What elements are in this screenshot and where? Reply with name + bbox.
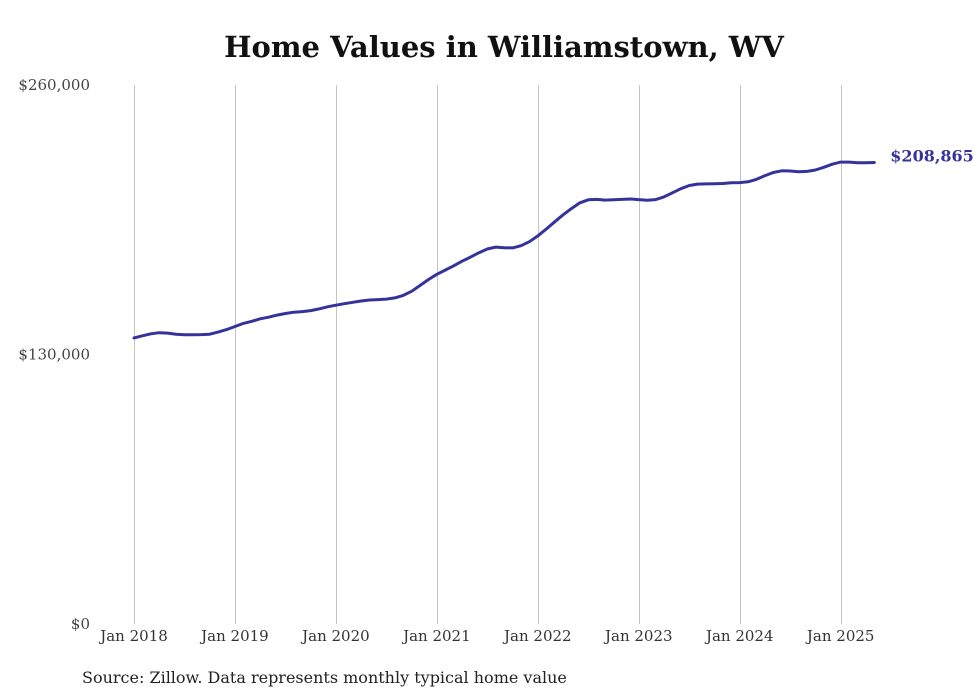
x-tick-label: Jan 2023: [603, 627, 673, 645]
x-tick-label: Jan 2019: [199, 627, 269, 645]
x-tick-label: Jan 2021: [401, 627, 471, 645]
series-layer: $208,865: [134, 147, 974, 338]
x-tick-label: Jan 2022: [502, 627, 572, 645]
y-tick-label: $260,000: [18, 76, 90, 94]
x-tick-label: Jan 2025: [805, 627, 875, 645]
x-tick-label: Jan 2018: [98, 627, 168, 645]
series-line-0: [134, 162, 874, 338]
source-note: Source: Zillow. Data represents monthly …: [82, 668, 567, 687]
y-axis-ticks: $0 $130,000 $260,000: [18, 76, 90, 633]
x-tick-label: Jan 2024: [704, 627, 774, 645]
y-tick-label: $130,000: [18, 346, 90, 364]
line-chart: $0$130,000$260,000 Jan 2018 Jan 2019 Jan 2…: [0, 0, 980, 660]
x-axis-ticks: Jan 2018 Jan 2019 Jan 2020 Jan 2021 Jan 2022…: [98, 627, 874, 645]
y-tick-label: $0: [71, 615, 90, 633]
x-tick-label: Jan 2020: [300, 627, 370, 645]
grid-lines: [135, 85, 842, 624]
end-value-label: $208,865: [890, 147, 974, 166]
